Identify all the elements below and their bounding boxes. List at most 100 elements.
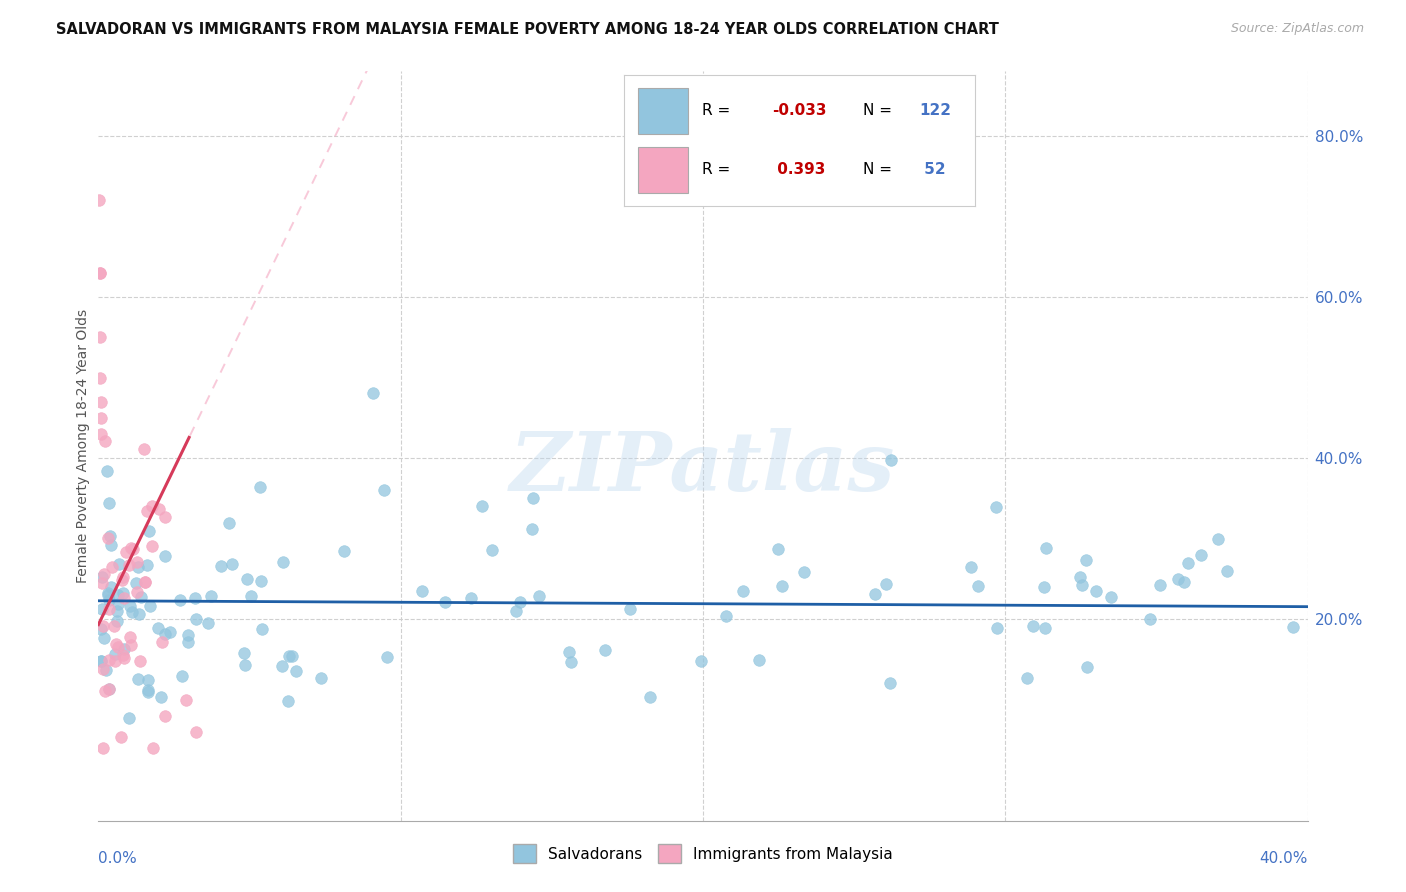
Point <box>880 452 903 467</box>
Point <box>107 640 129 655</box>
Point <box>967 579 990 593</box>
Point <box>103 619 125 633</box>
Point <box>509 594 531 608</box>
Point <box>373 483 395 498</box>
Point <box>527 589 550 603</box>
Point <box>90 410 112 425</box>
Point <box>128 607 150 621</box>
Point <box>1015 671 1038 685</box>
Point <box>100 580 122 594</box>
Point <box>875 577 897 591</box>
Point <box>110 731 132 745</box>
Point <box>169 592 191 607</box>
Point <box>89 330 111 344</box>
Point <box>690 654 713 668</box>
Point <box>112 642 135 657</box>
Point <box>94 684 117 698</box>
Point <box>159 625 181 640</box>
Point <box>153 709 176 723</box>
Point <box>184 612 207 626</box>
Point <box>1149 578 1171 592</box>
Point <box>1167 572 1189 586</box>
Point <box>638 690 661 705</box>
Point <box>249 480 271 494</box>
Point <box>120 638 142 652</box>
Point <box>221 557 243 571</box>
Point <box>98 653 121 667</box>
Point <box>1076 660 1098 674</box>
Point <box>112 585 135 599</box>
Point <box>150 635 173 649</box>
Point <box>960 560 983 574</box>
Point <box>1033 621 1056 635</box>
Point <box>100 538 122 552</box>
Point <box>91 576 114 591</box>
Point <box>285 664 308 678</box>
Point <box>619 601 641 615</box>
Point <box>1084 583 1107 598</box>
Point <box>375 650 398 665</box>
Point <box>278 648 301 663</box>
Point <box>89 266 111 280</box>
Point <box>89 370 111 384</box>
Point <box>136 685 159 699</box>
Point <box>93 566 115 581</box>
Point <box>240 589 263 603</box>
Point <box>98 496 121 510</box>
Text: SALVADORAN VS IMMIGRANTS FROM MALAYSIA FEMALE POVERTY AMONG 18-24 YEAR OLDS CORR: SALVADORAN VS IMMIGRANTS FROM MALAYSIA F… <box>56 22 1000 37</box>
Point <box>105 637 128 651</box>
Point <box>107 557 129 571</box>
Point <box>98 529 121 543</box>
Point <box>200 589 222 603</box>
Point <box>481 543 503 558</box>
Point <box>107 597 129 611</box>
Point <box>471 499 494 513</box>
Point <box>142 741 165 756</box>
Point <box>91 619 114 633</box>
Point <box>522 523 544 537</box>
Point <box>111 573 134 587</box>
Point <box>118 711 141 725</box>
Point <box>97 681 120 696</box>
Point <box>1033 580 1056 594</box>
Point <box>218 516 240 530</box>
Point <box>249 574 271 588</box>
Point <box>155 549 177 563</box>
Y-axis label: Female Poverty Among 18-24 Year Olds: Female Poverty Among 18-24 Year Olds <box>76 309 90 583</box>
Text: Source: ZipAtlas.com: Source: ZipAtlas.com <box>1230 22 1364 36</box>
Point <box>1173 575 1195 590</box>
Point <box>94 663 117 677</box>
Point <box>121 605 143 619</box>
Point <box>112 591 135 605</box>
Point <box>136 558 159 573</box>
Point <box>139 599 162 614</box>
Point <box>94 434 117 449</box>
Point <box>434 595 457 609</box>
Point <box>411 583 433 598</box>
Point <box>105 614 128 628</box>
Point <box>90 426 112 441</box>
Point <box>271 555 294 569</box>
Point <box>748 653 770 667</box>
Point <box>177 635 200 649</box>
Point <box>863 587 886 601</box>
Point <box>250 622 273 636</box>
Point <box>1206 532 1229 546</box>
Point <box>560 655 582 669</box>
Point <box>90 622 112 636</box>
Point <box>176 693 198 707</box>
Point <box>153 510 176 524</box>
Point <box>124 576 146 591</box>
Point <box>107 588 129 602</box>
Point <box>209 559 232 574</box>
Point <box>233 658 256 673</box>
Point <box>1069 570 1091 584</box>
Point <box>127 560 149 574</box>
Point <box>1281 620 1303 634</box>
Point <box>135 504 157 518</box>
Point <box>136 673 159 687</box>
Point <box>986 622 1008 636</box>
Point <box>177 628 200 642</box>
Point <box>98 682 121 697</box>
Point <box>97 588 120 602</box>
